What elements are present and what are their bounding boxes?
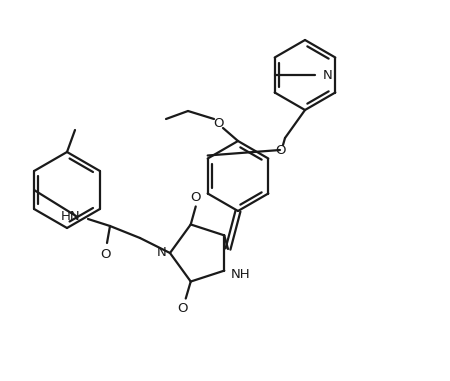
Text: O: O bbox=[190, 191, 201, 204]
Text: O: O bbox=[100, 248, 110, 261]
Text: NH: NH bbox=[230, 268, 250, 281]
Text: N: N bbox=[323, 69, 333, 82]
Text: O: O bbox=[213, 117, 223, 130]
Text: N: N bbox=[156, 247, 166, 259]
Text: HN: HN bbox=[60, 210, 80, 223]
Text: O: O bbox=[275, 144, 285, 157]
Text: O: O bbox=[177, 302, 188, 315]
